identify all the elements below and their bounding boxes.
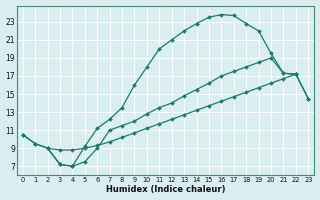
X-axis label: Humidex (Indice chaleur): Humidex (Indice chaleur) [106, 185, 225, 194]
